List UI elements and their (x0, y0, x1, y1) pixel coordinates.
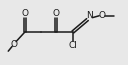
Text: N: N (86, 11, 93, 20)
Text: O: O (11, 40, 18, 49)
Text: Cl: Cl (68, 41, 77, 50)
Text: O: O (99, 11, 106, 20)
Text: O: O (21, 9, 28, 18)
Text: O: O (53, 9, 60, 18)
